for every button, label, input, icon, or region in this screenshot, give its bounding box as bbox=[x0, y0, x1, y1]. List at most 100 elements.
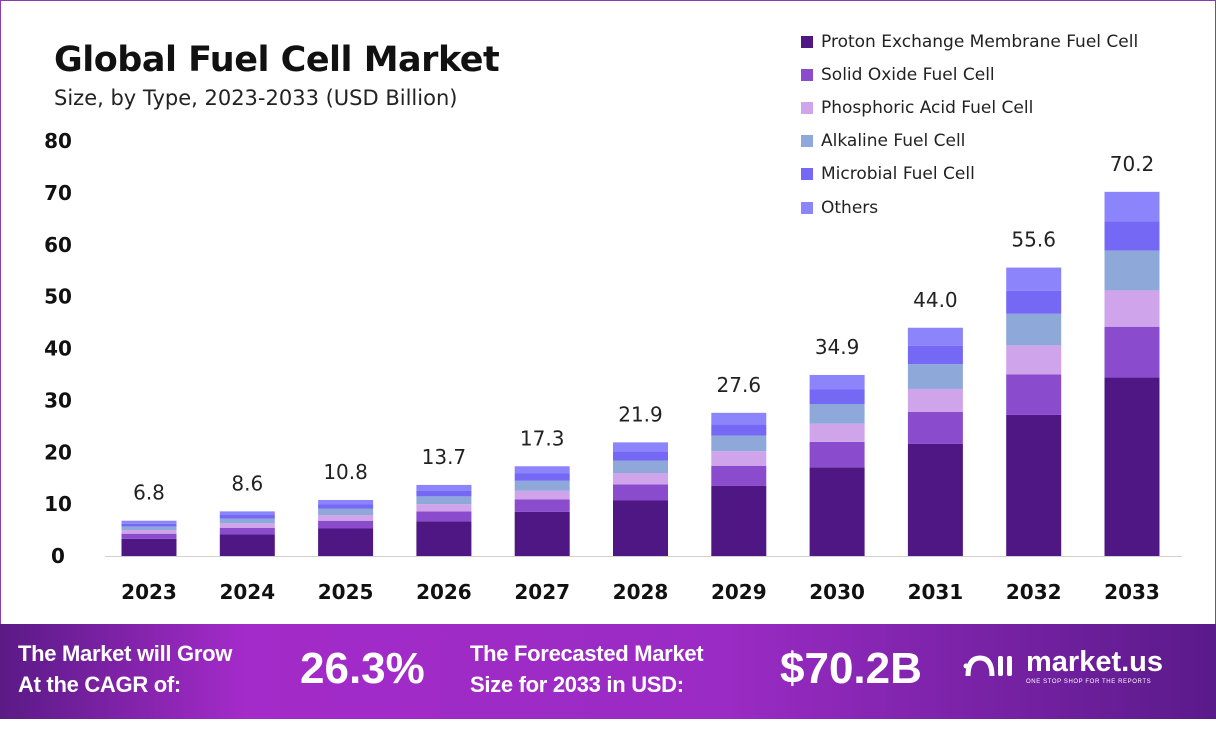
bar-segment bbox=[514, 490, 570, 500]
y-tick-label: 80 bbox=[44, 129, 72, 153]
bar-segment bbox=[711, 412, 767, 425]
bar-segment bbox=[1104, 221, 1160, 251]
bar-segment bbox=[809, 441, 865, 468]
bar-segment bbox=[1006, 345, 1062, 375]
bar-segment bbox=[809, 467, 865, 556]
y-tick-label: 40 bbox=[44, 337, 72, 361]
data-label: 6.8 bbox=[133, 481, 165, 505]
x-tick-label: 2033 bbox=[1104, 580, 1160, 604]
legend-swatch bbox=[801, 135, 813, 148]
data-label: 34.9 bbox=[815, 335, 860, 359]
bar-segment bbox=[219, 511, 275, 516]
bar-segment bbox=[613, 473, 668, 485]
bar-segment bbox=[121, 530, 177, 534]
bar-segment bbox=[514, 511, 570, 556]
bar-segment bbox=[1006, 414, 1062, 556]
y-tick-label: 30 bbox=[44, 388, 72, 412]
bar-segment bbox=[907, 345, 963, 365]
data-label: 8.6 bbox=[231, 471, 263, 495]
legend-label: Alkaline Fuel Cell bbox=[821, 131, 966, 152]
legend: Proton Exchange Membrane Fuel Cell Solid … bbox=[801, 25, 1138, 224]
legend-item: Phosphoric Acid Fuel Cell bbox=[801, 91, 1138, 124]
bar-segment bbox=[219, 527, 275, 535]
data-label: 55.6 bbox=[1011, 228, 1056, 252]
bar-segment bbox=[318, 520, 374, 529]
bar-segment bbox=[613, 484, 668, 501]
x-tick-label: 2029 bbox=[711, 580, 767, 604]
bar-segment bbox=[809, 389, 865, 405]
y-tick-label: 0 bbox=[51, 544, 65, 568]
data-label: 13.7 bbox=[422, 445, 467, 469]
forecast-label-line1: The Forecasted Market bbox=[470, 641, 704, 666]
x-tick-label: 2027 bbox=[514, 580, 570, 604]
bar-segment bbox=[219, 523, 275, 528]
bar-segment bbox=[514, 480, 570, 491]
stacked-bar-chart: 010203040506070806.820238.6202410.820251… bbox=[44, 129, 1182, 604]
bar-segment bbox=[613, 451, 668, 461]
bar-segment bbox=[809, 423, 865, 442]
bar-segment bbox=[219, 518, 275, 524]
chart-subtitle: Size, by Type, 2023-2033 (USD Billion) bbox=[54, 86, 458, 110]
cagr-label-line2: At the CAGR of: bbox=[18, 672, 181, 697]
y-tick-label: 20 bbox=[44, 440, 72, 464]
bar-segment bbox=[121, 538, 177, 556]
legend-item: Solid Oxide Fuel Cell bbox=[801, 58, 1138, 91]
legend-label: Solid Oxide Fuel Cell bbox=[821, 64, 995, 85]
bar-segment bbox=[1104, 326, 1160, 378]
y-tick-label: 50 bbox=[44, 285, 72, 309]
data-label: 70.2 bbox=[1110, 152, 1155, 176]
y-tick-label: 10 bbox=[44, 492, 72, 516]
bar-segment bbox=[907, 327, 963, 346]
bar-segment bbox=[907, 411, 963, 444]
legend-item: Microbial Fuel Cell bbox=[801, 158, 1138, 191]
data-label: 10.8 bbox=[323, 460, 368, 484]
forecast-value: $70.2B bbox=[780, 644, 922, 693]
forecast-label-line2: Size for 2033 in USD: bbox=[470, 672, 684, 697]
cagr-label-line1: The Market will Grow bbox=[18, 641, 233, 666]
data-label: 44.0 bbox=[913, 288, 958, 312]
bar-segment bbox=[809, 374, 865, 390]
summary-banner: The Market will Grow At the CAGR of: 26.… bbox=[0, 624, 1216, 719]
bar-segment bbox=[514, 466, 570, 474]
x-tick-label: 2023 bbox=[121, 580, 177, 604]
bar-segment bbox=[416, 490, 472, 497]
bar-segment bbox=[514, 473, 570, 481]
y-tick-label: 70 bbox=[44, 181, 72, 205]
logo-icon bbox=[963, 655, 1012, 677]
bar-segment bbox=[219, 515, 275, 519]
bar-segment bbox=[1104, 290, 1160, 327]
y-tick-label: 60 bbox=[44, 233, 72, 257]
bar-segment bbox=[711, 465, 767, 486]
logo-tagline: ONE STOP SHOP FOR THE REPORTS bbox=[1026, 679, 1152, 685]
bar-segment bbox=[318, 504, 374, 509]
market-us-logo: market.us ONE STOP SHOP FOR THE REPORTS bbox=[962, 646, 1163, 686]
legend-swatch bbox=[801, 68, 813, 81]
bar-segment bbox=[121, 523, 177, 527]
bar-segment bbox=[711, 451, 767, 466]
bar-segment bbox=[907, 388, 963, 412]
bar-segment bbox=[1006, 290, 1062, 314]
bar-segment bbox=[318, 528, 374, 556]
legend-label: Phosphoric Acid Fuel Cell bbox=[821, 97, 1034, 118]
data-label: 17.3 bbox=[520, 426, 565, 450]
bar-segment bbox=[711, 435, 767, 452]
legend-swatch bbox=[801, 35, 813, 48]
x-tick-label: 2026 bbox=[416, 580, 472, 604]
bar-segment bbox=[416, 484, 472, 491]
bar-segment bbox=[711, 485, 767, 556]
bar-segment bbox=[613, 460, 668, 473]
legend-item: Others bbox=[801, 191, 1138, 224]
x-tick-label: 2030 bbox=[809, 580, 865, 604]
cagr-value: 26.3% bbox=[300, 644, 425, 693]
x-tick-label: 2032 bbox=[1006, 580, 1062, 604]
x-tick-label: 2024 bbox=[219, 580, 275, 604]
bar-segment bbox=[907, 443, 963, 556]
bar-segment bbox=[416, 504, 472, 512]
x-tick-label: 2028 bbox=[613, 580, 669, 604]
bar-segment bbox=[514, 499, 570, 512]
legend-label: Others bbox=[821, 197, 879, 218]
chart-title: Global Fuel Cell Market bbox=[54, 40, 500, 80]
bar-segment bbox=[121, 520, 177, 524]
bar-segment bbox=[318, 515, 374, 521]
legend-item: Alkaline Fuel Cell bbox=[801, 125, 1138, 158]
